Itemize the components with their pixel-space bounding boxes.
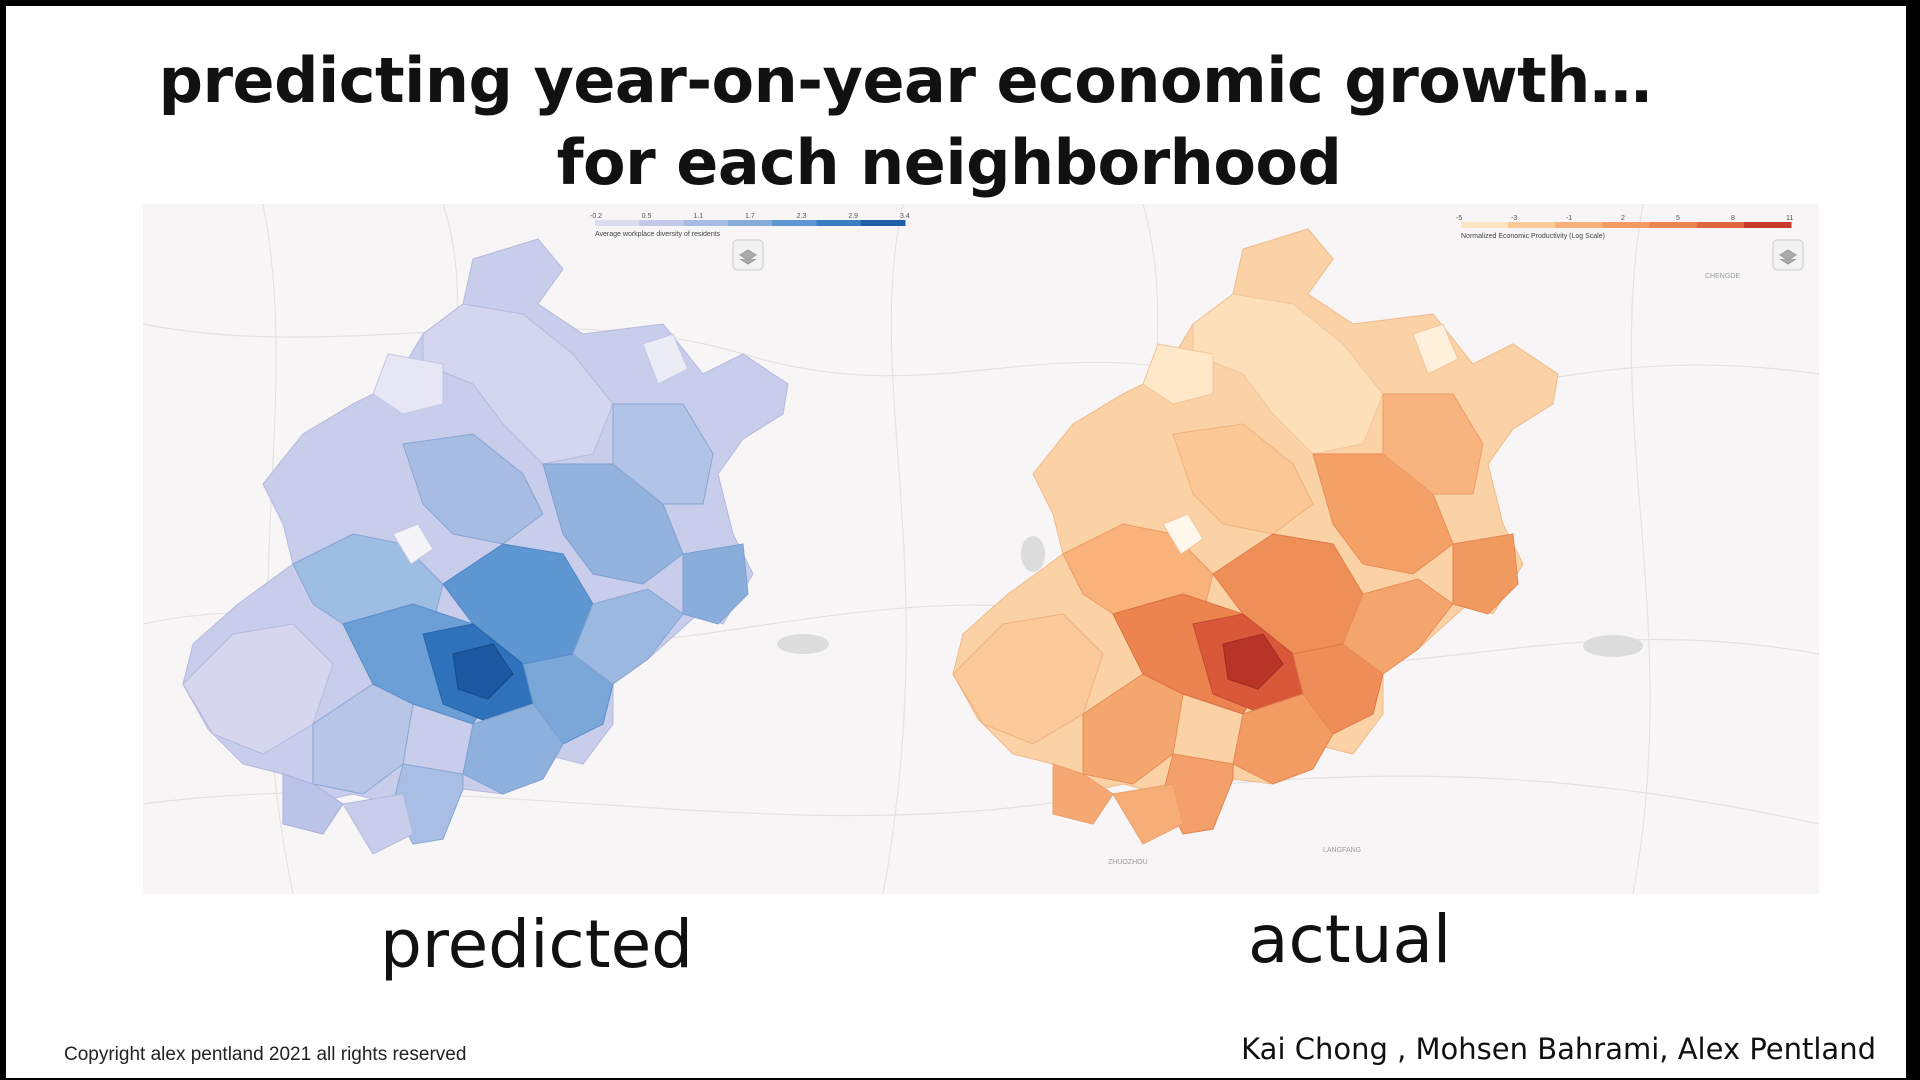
legend-swatch — [1508, 222, 1556, 228]
legend-swatch — [816, 220, 862, 226]
legend-swatch — [772, 220, 817, 226]
place-label-langfang: LANGFANG — [1323, 847, 1361, 854]
predicted-legend: -0.2 0.5 1.1 1.7 2.3 2.9 3.4 Average workplace … — [590, 213, 910, 238]
legend-swatch — [860, 220, 906, 226]
legend-swatch — [1696, 222, 1745, 228]
maps-panel: CHENGDE LANGFANG ZHUOZHOU — [143, 204, 1819, 894]
authors-credit: Kai Chong , Mohsen Bahrami, Alex Pentlan… — [1241, 1032, 1876, 1066]
legend-swatch — [1461, 222, 1509, 228]
legend-tick-label: 2.3 — [797, 213, 807, 220]
legend-tick-label: 8 — [1731, 215, 1735, 222]
legend-swatch — [639, 220, 685, 226]
actual-map — [952, 228, 1804, 845]
legend-title: Average workplace diversity of residents — [595, 231, 721, 238]
legend-tick-label: -3 — [1511, 215, 1517, 222]
predicted-map — [182, 238, 789, 855]
slide-title-line-1: predicting year-on-year economic growth… — [158, 44, 1652, 117]
legend-tick-label: 5 — [1676, 215, 1680, 222]
legend-swatch — [1555, 222, 1603, 228]
caption-predicted: predicted — [380, 906, 694, 983]
legend-tick-label: 2 — [1621, 215, 1625, 222]
slide: predicting year-on-year economic growth…… — [6, 6, 1908, 1078]
legend-swatch — [683, 220, 729, 226]
legend-tick-label: 2.9 — [848, 213, 858, 220]
legend-tick-label: 1.7 — [745, 213, 755, 220]
legend-tick-label: 11 — [1786, 215, 1793, 222]
caption-actual: actual — [1248, 901, 1452, 978]
legend-tick-label: -1 — [1566, 215, 1572, 222]
maps-svg: CHENGDE LANGFANG ZHUOZHOU — [143, 204, 1819, 894]
place-label-chengde: CHENGDE — [1705, 273, 1740, 280]
legend-swatch — [595, 220, 640, 226]
legend-swatch — [1743, 222, 1792, 228]
legend-tick-label: 3.4 — [900, 213, 910, 220]
slide-title-line-2: for each neighborhood — [556, 126, 1342, 199]
legend-tick-label: 0.5 — [642, 213, 652, 220]
window-edge — [1906, 0, 1920, 1080]
legend-title: Normalized Economic Productivity (Log Sc… — [1461, 233, 1605, 240]
actual-legend: -5 -3 -1 2 5 8 11 Normalized Economic Productiv… — [1456, 215, 1793, 240]
legend-tick-label: -5 — [1456, 215, 1462, 222]
legend-swatch — [1649, 222, 1698, 228]
legend-swatch — [1602, 222, 1651, 228]
layers-icon — [1779, 249, 1797, 265]
layers-icon — [739, 249, 757, 265]
copyright-notice: Copyright alex pentland 2021 all rights … — [64, 1044, 467, 1065]
legend-tick-label: -0.2 — [590, 213, 602, 220]
legend-tick-label: 1.1 — [693, 213, 703, 220]
place-label-zhuozhou: ZHUOZHOU — [1108, 859, 1148, 866]
legend-swatch — [727, 220, 773, 226]
